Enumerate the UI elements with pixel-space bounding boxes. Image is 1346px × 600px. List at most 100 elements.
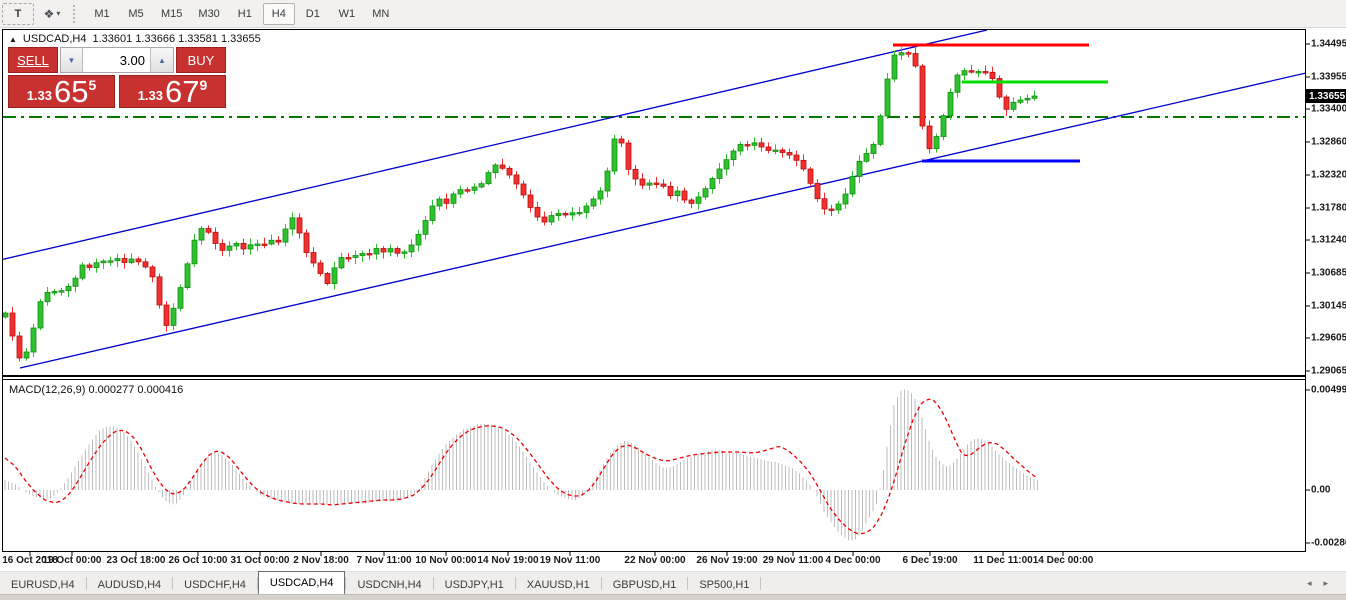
tab-eurusd-h4[interactable]: EURUSD,H4 <box>11 578 75 591</box>
date-axis-label: 10 Nov 00:00 <box>415 555 477 566</box>
tab-usdjpy-h1[interactable]: USDJPY,H1 <box>444 578 504 591</box>
candle-up <box>548 215 555 223</box>
candle-down <box>345 257 352 260</box>
candle-down <box>639 178 646 186</box>
tab-usdchf-h4[interactable]: USDCHF,H4 <box>184 578 246 591</box>
candle-down <box>667 185 674 197</box>
price-axis-label: 1.31780 <box>1311 202 1346 214</box>
timeframe-button-m30[interactable]: M30 <box>198 7 220 20</box>
tab-separator <box>432 577 434 590</box>
candle-down <box>261 243 268 246</box>
timeframe-button-d1[interactable]: D1 <box>305 7 320 20</box>
candle-up <box>30 327 37 353</box>
candle-up <box>3 312 9 318</box>
candle-up <box>450 193 457 204</box>
candle-up <box>51 291 58 294</box>
current-price-tag: 1.33655 <box>1306 89 1346 103</box>
price-axis-label: 1.31240 <box>1311 234 1346 246</box>
timeframe-button-m15[interactable]: M15 <box>161 7 183 20</box>
buy-price-big: 67 <box>165 74 200 109</box>
date-axis-label: 23 Oct 18:00 <box>106 555 166 566</box>
candle-down <box>765 146 772 151</box>
tab-audusd-h4[interactable]: AUDUSD,H4 <box>97 578 162 591</box>
candle-up <box>184 263 191 288</box>
candle-up <box>737 144 744 152</box>
candle-up <box>471 186 478 191</box>
timeframe-button-mn[interactable]: MN <box>372 7 390 20</box>
candle-down <box>793 154 800 161</box>
buy-price-display[interactable]: 1.33 67 9 <box>119 75 226 108</box>
timeframe-bar: M1 M5 M15 M30 H1 H4 D1 W1 MN <box>85 2 398 25</box>
candle-up <box>93 262 100 268</box>
tab-scroll-arrows[interactable]: ◂▸ <box>1307 578 1340 589</box>
timeframe-button-w1[interactable]: W1 <box>338 7 356 20</box>
candle-down <box>303 232 310 253</box>
price-axis-label: 1.29605 <box>1311 332 1346 344</box>
tab-separator <box>600 577 602 590</box>
candle-down <box>625 142 632 170</box>
date-axis-label: 19 Nov 11:00 <box>539 555 601 566</box>
date-axis-label: 31 Oct 00:00 <box>230 555 290 566</box>
sell-button[interactable]: SELL <box>8 47 58 73</box>
date-axis-label: 22 Nov 00:00 <box>624 555 686 566</box>
timeframe-button-h4[interactable]: H4 <box>262 2 295 25</box>
candle-up <box>408 244 415 253</box>
candle-down <box>296 217 303 234</box>
text-tool-icon[interactable]: T <box>2 2 34 25</box>
timeframe-button-h1[interactable]: H1 <box>237 7 252 20</box>
candle-up <box>282 228 289 243</box>
buy-price-sup: 9 <box>199 77 208 93</box>
macd-indicator-label: MACD(12,26,9) 0.000277 0.000416 <box>9 384 184 396</box>
candle-down <box>688 199 695 204</box>
candle-up <box>492 164 499 174</box>
buy-button[interactable]: BUY <box>176 47 226 73</box>
tab-usdcnh-h4[interactable]: USDCNH,H4 <box>357 578 422 591</box>
candle-down <box>520 183 527 196</box>
volume-input[interactable]: 3.00 <box>119 52 145 68</box>
candle-up <box>849 176 856 195</box>
candle-down <box>758 142 765 148</box>
candle-up <box>933 136 940 150</box>
price-axis-label: 1.33955 <box>1311 71 1346 83</box>
timeframe-button-m5[interactable]: M5 <box>128 7 144 20</box>
tab-scroll-left-icon[interactable]: ◂ <box>1306 578 1324 588</box>
tab-separator <box>760 577 762 590</box>
date-axis-label: 29 Nov 11:00 <box>762 555 824 566</box>
objects-tool-icon[interactable]: ❖ ▾ <box>36 3 68 25</box>
candle-down <box>163 304 170 326</box>
date-axis-label: 6 Dec 19:00 <box>902 555 958 566</box>
chart-ohlc-values: 1.33601 1.33666 1.33581 1.33655 <box>92 33 261 45</box>
candle-down <box>744 144 751 147</box>
candle-up <box>1031 95 1038 99</box>
collapse-triangle-icon[interactable]: ▲ <box>9 34 17 44</box>
candle-down <box>394 248 401 254</box>
candle-up <box>674 190 681 197</box>
candle-down <box>534 207 541 218</box>
objects-tool-glyph: ❖ <box>43 6 55 21</box>
candle-up <box>583 205 590 213</box>
candle-down <box>135 258 142 263</box>
candle-down <box>821 198 828 210</box>
timeframe-button-m1[interactable]: M1 <box>94 7 110 20</box>
volume-decrease-button[interactable]: ▼ <box>61 48 83 72</box>
candle-down <box>562 213 569 216</box>
tab-xauusd-h1[interactable]: XAUUSD,H1 <box>526 578 590 591</box>
sell-price-sup: 5 <box>88 77 97 93</box>
candle-up <box>247 244 254 250</box>
candle-up <box>422 220 429 235</box>
tab-sp500-h1[interactable]: SP500,H1 <box>699 578 750 591</box>
tab-gbpusd-h1[interactable]: GBPUSD,H1 <box>612 578 677 591</box>
candle-up <box>646 182 653 186</box>
candle-up <box>387 248 394 253</box>
candle-down <box>989 71 996 79</box>
candle-down <box>219 243 226 251</box>
one-click-trade-panel: SELL ▼ 3.00 ▲ BUY 1.33 65 5 1.33 67 9 <box>8 47 226 108</box>
volume-increase-button[interactable]: ▲ <box>150 48 173 72</box>
candle-up <box>79 264 86 279</box>
sell-price-display[interactable]: 1.33 65 5 <box>8 75 115 108</box>
tab-scroll-right-icon[interactable]: ▸ <box>1323 578 1340 588</box>
candle-up <box>702 188 709 198</box>
tab-usdcad-h4[interactable]: USDCAD,H4 <box>257 571 346 594</box>
tab-separator <box>514 577 516 590</box>
candle-up <box>590 198 597 207</box>
